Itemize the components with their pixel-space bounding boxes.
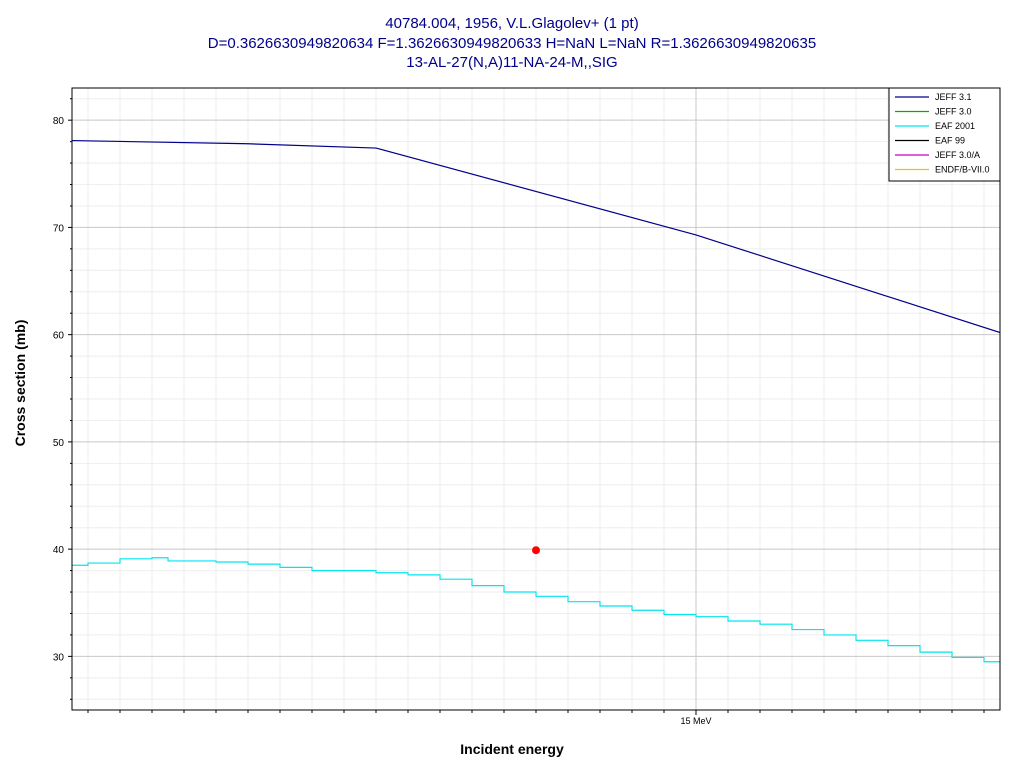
y-tick-label: 60 [53, 331, 65, 342]
experimental-data-point [532, 546, 540, 555]
y-axis-label: Cross section (mb) [12, 319, 28, 447]
y-tick-label: 80 [53, 116, 65, 127]
y-tick-label: 30 [53, 652, 65, 663]
x-tick-label: 15 MeV [680, 716, 711, 726]
chart-title-line-3: 13-AL-27(N,A)11-NA-24-M,,SIG [406, 54, 618, 71]
chart-title-line-2: D=0.3626630949820634 F=1.362663094982063… [207, 35, 817, 52]
legend-entry-jeff-3-1: JEFF 3.1 [935, 92, 972, 102]
plot-border [71, 87, 1001, 711]
legend-entry-jeff-3-0-a: JEFF 3.0/A [935, 150, 980, 160]
chart-title-line-1: 40784.004, 1956, V.L.Glagolev+ (1 pt) [385, 15, 639, 32]
series-line-eaf-2001 [72, 557, 1000, 663]
x-axis-label: Incident energy [460, 741, 564, 757]
legend-entry-eaf-99: EAF 99 [935, 136, 965, 146]
legend-box [888, 87, 1001, 182]
y-tick-label: 40 [53, 545, 65, 556]
y-tick-label: 70 [53, 223, 65, 234]
legend-entry-eaf-2001: EAF 2001 [935, 121, 975, 131]
legend-entry-endf-b-vii-0: ENDF/B-VII.0 [935, 165, 990, 175]
y-tick-label: 50 [53, 438, 65, 449]
series-line-jeff-3-1 [72, 139, 1000, 334]
legend-entry-jeff-3-0: JEFF 3.0 [935, 107, 972, 117]
